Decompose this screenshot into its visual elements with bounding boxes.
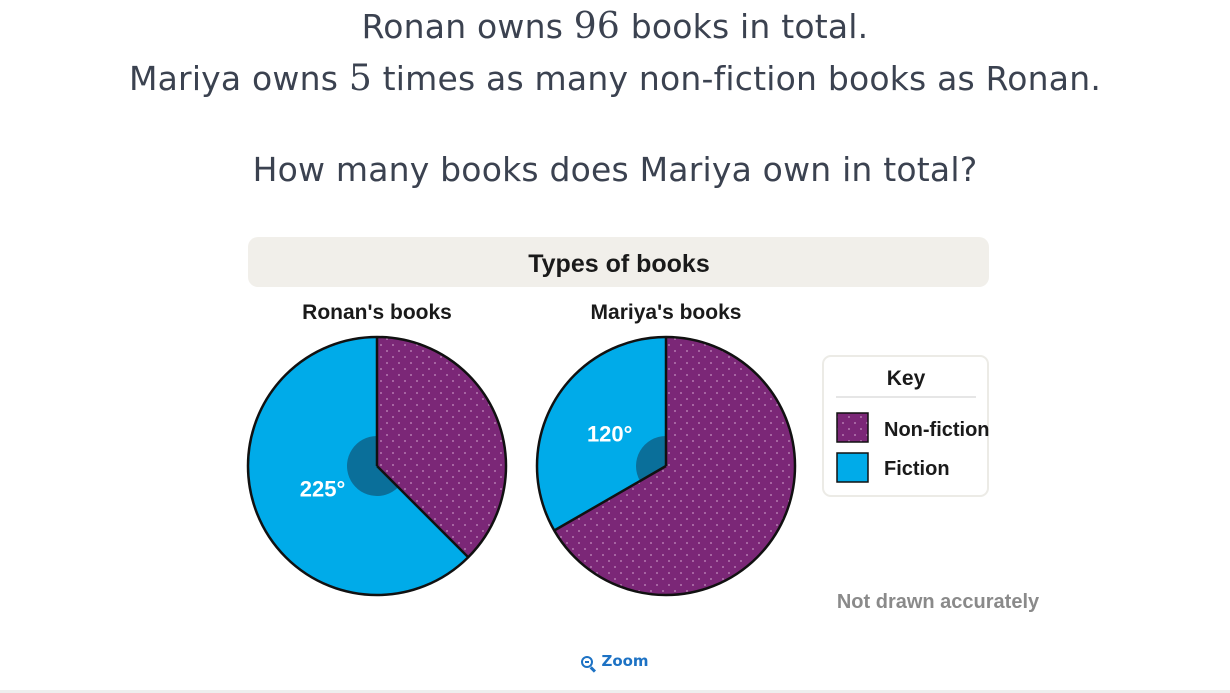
zoom-in-icon	[581, 656, 594, 668]
pie-slice-fiction	[536, 337, 666, 531]
legend-swatch-nonfiction	[836, 412, 869, 443]
pie-radius-line	[376, 465, 470, 559]
pie-title-ronan: Ronan's books	[302, 301, 452, 324]
pie-mariya: 120°	[535, 335, 797, 597]
pie-outline	[246, 335, 508, 597]
pie-title-mariya: Mariya's books	[591, 301, 742, 324]
zoom-button[interactable]: Zoom	[0, 652, 1230, 670]
legend-label-fiction: Fiction	[884, 458, 950, 480]
legend-swatch-fiction	[836, 452, 869, 483]
legend-title: Key	[887, 367, 926, 390]
pie-slice-nonfiction	[377, 337, 507, 558]
pie-ronan: 225°	[246, 335, 508, 597]
angle-marker	[346, 436, 399, 496]
bottom-divider	[0, 690, 1230, 693]
chart-title-banner	[248, 237, 989, 287]
chart-title: Types of books	[528, 250, 710, 278]
question-line-3: How many books does Mariya own in total?	[252, 150, 978, 189]
legend-label-nonfiction: Non-fiction	[884, 419, 990, 441]
pie-angle-label: 120°	[587, 422, 633, 447]
pie-radius-line	[553, 464, 667, 532]
question-line-1: Ronan owns 96 books in total.	[361, 6, 869, 47]
pie-angle-label: 225°	[300, 477, 346, 502]
pie-outline	[535, 335, 797, 597]
total-books-number: 96	[573, 6, 621, 47]
question-line-2: Mariya owns 5 times as many non-fiction …	[128, 58, 1102, 99]
not-drawn-accurately-note: Not drawn accurately	[837, 591, 1040, 613]
pie-slice-nonfiction	[554, 337, 795, 595]
multiplier-number: 5	[348, 58, 372, 99]
